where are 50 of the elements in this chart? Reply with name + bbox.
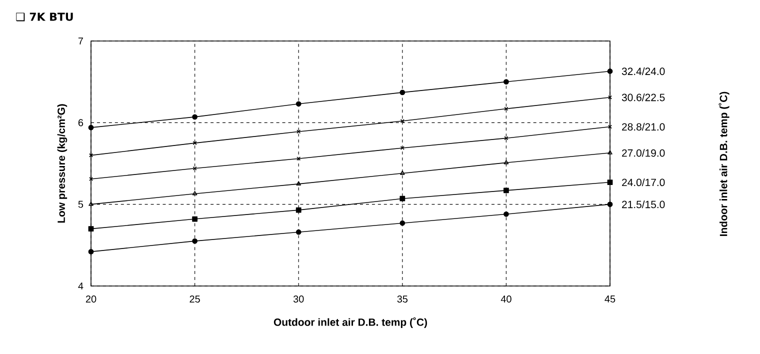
point [607, 202, 613, 208]
series-label: 32.4/24.0 [622, 67, 665, 76]
point [296, 101, 302, 107]
x-axis-title: Outdoor inlet air D.B. temp (˚C) [274, 317, 427, 328]
point [296, 181, 301, 186]
point [296, 207, 302, 213]
point [192, 141, 197, 146]
y-tick-label: 6 [78, 119, 84, 126]
point [400, 146, 404, 150]
point [504, 79, 509, 85]
point [504, 188, 509, 194]
point [607, 68, 613, 74]
point [296, 229, 302, 235]
point [504, 106, 508, 111]
point [192, 238, 198, 244]
point [607, 180, 613, 185]
chart-title: ❑ 7K BTU [16, 12, 73, 22]
point [400, 90, 406, 96]
legend-title: Indoor inlet air D.B. temp (˚C) [718, 92, 730, 236]
y-tick-label: 4 [78, 282, 84, 290]
y-axis-title: Low pressure (kg/cm²G) [57, 104, 68, 223]
x-tick-label: 20 [86, 296, 96, 303]
series-label: 30.6/22.5 [622, 94, 665, 102]
point [88, 249, 94, 254]
y-tick-label: 5 [78, 200, 84, 208]
x-tick-label: 25 [190, 296, 200, 303]
point [88, 124, 94, 130]
point [192, 166, 197, 170]
point [296, 130, 301, 134]
x-tick-label: 45 [604, 296, 616, 302]
point [192, 191, 198, 196]
x-tick-label: 40 [500, 296, 512, 303]
point [400, 170, 405, 175]
point [400, 119, 404, 124]
point [192, 114, 198, 120]
point [400, 196, 406, 202]
point [504, 136, 508, 140]
point [400, 220, 406, 226]
series-label: 21.5/15.0 [622, 200, 665, 208]
x-tick-label: 30 [293, 296, 304, 303]
x-tick-label: 35 [397, 296, 408, 303]
point [504, 211, 509, 217]
point [296, 156, 301, 161]
point [192, 216, 198, 222]
series-label: 24.0/17.0 [622, 178, 665, 186]
series-label: 28.8/21.0 [622, 122, 665, 131]
point [504, 160, 509, 164]
point [88, 226, 94, 232]
series-label: 27.0/19.0 [622, 149, 665, 157]
y-tick-label: 7 [78, 38, 83, 44]
